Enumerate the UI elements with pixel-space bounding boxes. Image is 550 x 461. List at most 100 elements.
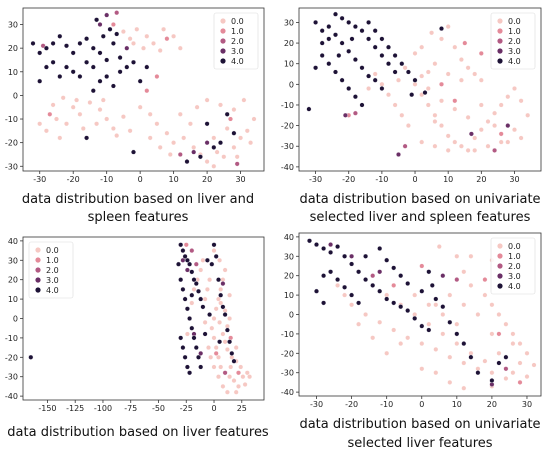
data-point-class-0 (391, 327, 397, 333)
data-point-class-4 (372, 77, 378, 83)
data-point-class-4 (386, 61, 392, 67)
data-point-class-0 (468, 253, 474, 259)
legend-label: 3.0 (508, 272, 521, 281)
legend-label: 4.0 (508, 57, 521, 66)
data-point-class-3 (104, 12, 110, 18)
data-point-class-0 (525, 112, 531, 118)
data-point-class-0 (356, 321, 362, 327)
data-point-class-0 (127, 36, 133, 42)
data-point-class-0 (194, 104, 200, 110)
legend-marker (35, 257, 41, 263)
legend-marker (35, 267, 41, 273)
data-point-class-4 (114, 31, 120, 37)
data-point-class-0 (228, 364, 234, 370)
data-point-class-0 (452, 44, 458, 50)
data-point-class-0 (412, 50, 418, 56)
data-point-class-0 (177, 45, 183, 51)
data-point-class-4 (405, 281, 411, 287)
data-point-class-4 (215, 277, 221, 283)
data-point-class-3 (204, 140, 210, 146)
data-point-class-0 (234, 154, 240, 160)
data-point-class-0 (202, 296, 208, 302)
data-point-class-0 (496, 350, 502, 356)
legend-marker (497, 58, 503, 64)
data-point-class-0 (440, 312, 446, 318)
data-point-class-0 (224, 125, 230, 131)
data-point-class-0 (209, 325, 215, 331)
data-point-class-4 (356, 300, 362, 306)
data-point-class-4 (333, 32, 339, 38)
data-point-class-0 (189, 300, 195, 306)
data-point-class-0 (87, 99, 93, 105)
legend-box (28, 241, 74, 299)
data-point-class-4 (227, 339, 233, 345)
data-point-class-4 (180, 345, 186, 351)
data-point-class-4 (336, 53, 342, 59)
data-point-class-0 (244, 370, 250, 376)
data-point-class-0 (207, 277, 213, 283)
data-point-class-0 (433, 346, 439, 352)
data-point-class-0 (240, 374, 246, 380)
data-point-class-0 (452, 106, 458, 112)
data-point-class-4 (392, 53, 398, 59)
data-point-class-0 (489, 370, 495, 376)
data-point-class-4 (326, 61, 332, 67)
data-point-class-4 (90, 45, 96, 51)
data-point-class-4 (189, 269, 195, 275)
data-point-class-0 (204, 286, 210, 292)
y-tick-label: 20 (284, 272, 294, 281)
data-point-class-0 (94, 121, 100, 127)
data-point-class-0 (244, 128, 250, 134)
data-point-class-4 (217, 339, 223, 345)
data-point-class-0 (171, 33, 177, 39)
data-point-class-4 (218, 292, 224, 298)
legend-label: 2.0 (508, 37, 521, 46)
y-tick-label: -10 (5, 334, 18, 343)
panel-caption: data distribution based on univariate (299, 417, 540, 432)
data-point-class-0 (233, 345, 239, 351)
y-tick-label: 30 (8, 21, 18, 30)
data-point-class-3 (198, 350, 204, 356)
y-tick-label: 0 (289, 311, 294, 320)
data-point-class-4 (204, 257, 210, 263)
data-point-class-4 (231, 130, 237, 136)
data-point-class-3 (191, 149, 197, 155)
data-point-class-0 (503, 376, 509, 382)
data-point-class-0 (412, 292, 418, 298)
data-point-class-0 (110, 125, 116, 131)
data-point-class-0 (161, 26, 167, 32)
data-point-class-4 (70, 50, 76, 56)
data-point-class-0 (419, 366, 425, 372)
data-point-class-0 (518, 98, 524, 104)
data-point-class-4 (97, 50, 103, 56)
data-point-class-4 (333, 69, 339, 75)
legend-label: 4.0 (231, 57, 244, 66)
y-tick-label: -40 (281, 388, 294, 397)
y-tick-label: 30 (8, 256, 18, 265)
data-point-class-0 (454, 341, 460, 347)
data-point-class-4 (187, 370, 193, 376)
data-point-class-4 (144, 64, 150, 70)
data-point-class-4 (184, 159, 190, 165)
data-point-class-4 (117, 69, 123, 75)
data-point-class-0 (211, 163, 217, 169)
data-point-class-0 (503, 321, 509, 327)
data-point-class-4 (342, 253, 348, 259)
x-tick-label: 30 (509, 175, 519, 184)
data-point-class-0 (205, 345, 211, 351)
legend-label: 1.0 (508, 252, 521, 261)
data-point-class-3 (440, 273, 446, 279)
data-point-class-4 (359, 102, 365, 108)
data-point-class-0 (217, 102, 223, 108)
data-point-class-1 (164, 36, 170, 42)
legend-marker (220, 28, 226, 34)
data-point-class-0 (202, 319, 208, 325)
data-point-class-0 (211, 364, 217, 370)
data-point-class-0 (63, 121, 69, 127)
data-point-class-0 (211, 316, 217, 322)
data-point-class-4 (84, 36, 90, 42)
data-point-class-1 (462, 40, 468, 46)
data-point-class-0 (147, 111, 153, 117)
data-point-class-4 (28, 354, 34, 360)
y-tick-label: 10 (284, 291, 294, 300)
